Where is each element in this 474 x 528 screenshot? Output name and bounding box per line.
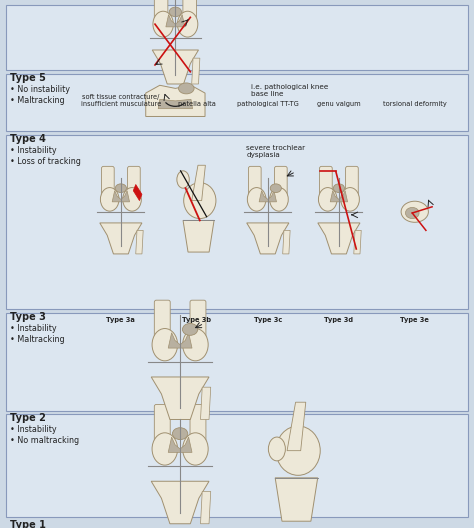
Polygon shape — [354, 230, 361, 254]
Ellipse shape — [152, 328, 178, 361]
FancyBboxPatch shape — [346, 166, 358, 204]
Ellipse shape — [153, 11, 173, 37]
Polygon shape — [318, 223, 360, 254]
Text: • No instability: • No instability — [10, 85, 71, 94]
Ellipse shape — [179, 83, 194, 94]
Polygon shape — [166, 15, 185, 27]
Text: Type 1: Type 1 — [10, 520, 46, 528]
Polygon shape — [146, 85, 205, 117]
Text: patella alta: patella alta — [178, 101, 216, 107]
Polygon shape — [168, 333, 192, 348]
Polygon shape — [152, 50, 199, 84]
FancyBboxPatch shape — [101, 166, 114, 204]
Polygon shape — [201, 387, 211, 419]
FancyBboxPatch shape — [6, 5, 468, 70]
Text: • Instability: • Instability — [10, 146, 57, 155]
Text: • Instability: • Instability — [10, 426, 57, 435]
Ellipse shape — [405, 208, 419, 219]
Text: Type 4: Type 4 — [10, 134, 46, 144]
Text: • No maltracking: • No maltracking — [10, 437, 80, 446]
FancyBboxPatch shape — [319, 166, 332, 204]
Text: • Instability: • Instability — [10, 324, 57, 333]
Ellipse shape — [270, 184, 282, 193]
Polygon shape — [136, 230, 143, 254]
Ellipse shape — [319, 187, 337, 211]
Ellipse shape — [182, 324, 198, 335]
Polygon shape — [201, 492, 211, 524]
Ellipse shape — [173, 428, 188, 440]
Text: • Loss of tracking: • Loss of tracking — [10, 157, 82, 166]
FancyBboxPatch shape — [128, 166, 140, 204]
Text: • Maltracking: • Maltracking — [10, 96, 65, 105]
Ellipse shape — [100, 187, 119, 211]
Polygon shape — [275, 478, 318, 521]
FancyBboxPatch shape — [274, 166, 287, 204]
Ellipse shape — [401, 201, 428, 222]
Text: i.e. pathological knee
base line: i.e. pathological knee base line — [251, 84, 328, 97]
FancyBboxPatch shape — [155, 0, 168, 30]
Ellipse shape — [177, 171, 189, 188]
Text: Type 3d: Type 3d — [324, 317, 354, 323]
FancyBboxPatch shape — [248, 166, 261, 204]
FancyBboxPatch shape — [6, 74, 468, 131]
Text: severe trochlear
dysplasia: severe trochlear dysplasia — [246, 145, 306, 158]
Ellipse shape — [341, 187, 359, 211]
Polygon shape — [151, 481, 209, 524]
Polygon shape — [330, 191, 347, 202]
Ellipse shape — [123, 187, 141, 211]
Polygon shape — [192, 165, 205, 201]
Polygon shape — [183, 221, 214, 252]
Ellipse shape — [333, 184, 345, 193]
Polygon shape — [158, 99, 192, 109]
Ellipse shape — [182, 328, 208, 361]
Text: Type 3a: Type 3a — [107, 317, 135, 323]
Text: torsional deformity: torsional deformity — [383, 101, 447, 107]
Polygon shape — [283, 230, 290, 254]
FancyBboxPatch shape — [6, 313, 468, 411]
FancyBboxPatch shape — [190, 300, 206, 351]
Polygon shape — [247, 223, 289, 254]
Text: genu valgum: genu valgum — [317, 101, 361, 107]
Ellipse shape — [169, 7, 182, 17]
Text: • Maltracking: • Maltracking — [10, 335, 65, 344]
Text: Type 3c: Type 3c — [254, 317, 282, 323]
Text: Type 3e: Type 3e — [401, 317, 429, 323]
FancyBboxPatch shape — [6, 135, 468, 309]
FancyBboxPatch shape — [190, 404, 206, 455]
Ellipse shape — [184, 183, 216, 219]
Polygon shape — [151, 377, 209, 419]
Text: soft tissue contracture/
insufficient musculature: soft tissue contracture/ insufficient mu… — [81, 93, 161, 107]
Text: Type 2: Type 2 — [10, 413, 46, 423]
Text: Type 3: Type 3 — [10, 312, 46, 322]
Polygon shape — [191, 58, 200, 84]
Text: Type 3b: Type 3b — [182, 317, 211, 323]
Text: pathological TT-TG: pathological TT-TG — [237, 101, 299, 107]
Ellipse shape — [270, 187, 288, 211]
Ellipse shape — [177, 11, 198, 37]
Polygon shape — [112, 191, 129, 202]
Ellipse shape — [182, 433, 208, 465]
Polygon shape — [100, 223, 142, 254]
Ellipse shape — [152, 433, 178, 465]
FancyBboxPatch shape — [155, 404, 170, 455]
FancyBboxPatch shape — [183, 0, 196, 30]
Text: Type 5: Type 5 — [10, 73, 46, 83]
FancyBboxPatch shape — [6, 414, 468, 517]
Ellipse shape — [247, 187, 266, 211]
Polygon shape — [287, 402, 306, 451]
Ellipse shape — [115, 184, 127, 193]
Ellipse shape — [276, 426, 320, 475]
Polygon shape — [259, 191, 276, 202]
Ellipse shape — [268, 437, 285, 461]
Polygon shape — [168, 437, 192, 452]
FancyBboxPatch shape — [155, 300, 170, 351]
Polygon shape — [133, 184, 142, 201]
